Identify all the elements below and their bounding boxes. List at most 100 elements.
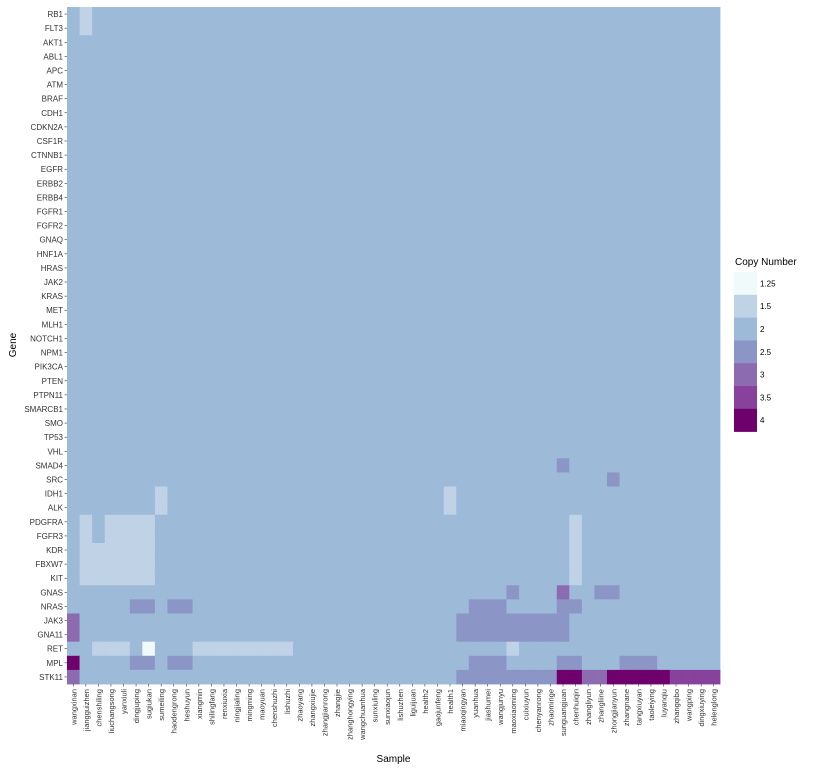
heatmap-cell — [418, 373, 432, 389]
heatmap-cell — [707, 500, 721, 516]
heatmap-cell — [117, 669, 131, 685]
heatmap-cell — [180, 416, 193, 431]
heatmap-cell — [368, 176, 382, 191]
heatmap-cell — [142, 641, 156, 657]
heatmap-cell — [242, 401, 256, 417]
heatmap-cell — [380, 585, 394, 600]
heatmap-cell — [192, 7, 206, 22]
heatmap-cell — [293, 7, 306, 22]
heatmap-cell — [682, 317, 696, 332]
heatmap-cell — [380, 77, 394, 93]
heatmap-cell — [644, 585, 658, 600]
heatmap-cell — [632, 472, 646, 487]
heatmap-cell — [343, 557, 357, 572]
heatmap-cell — [267, 21, 281, 36]
heatmap-cell — [406, 599, 420, 614]
heatmap-cell — [380, 599, 394, 614]
heatmap-cell — [418, 303, 432, 318]
heatmap-cell — [669, 345, 683, 360]
heatmap-cell — [632, 204, 646, 219]
heatmap-cell — [519, 190, 533, 205]
y-tick-label: KRAS — [41, 292, 63, 301]
x-tick-label: yanxiuli — [120, 689, 129, 714]
x-tick-label: heshuyun — [182, 689, 191, 722]
heatmap-cell — [406, 627, 420, 643]
heatmap-cell — [330, 416, 344, 431]
heatmap-cell — [443, 289, 457, 304]
heatmap-cell — [431, 35, 445, 50]
x-tick-label: liguijuan — [408, 689, 417, 717]
heatmap-cell — [431, 585, 445, 600]
heatmap-cell — [468, 486, 482, 502]
heatmap-cell — [230, 289, 244, 304]
heatmap-cell — [682, 359, 696, 375]
heatmap-cell — [104, 430, 118, 445]
legend-label: 2 — [760, 325, 765, 334]
heatmap-cell — [79, 232, 93, 248]
heatmap-cell — [242, 289, 256, 304]
heatmap-cell — [79, 204, 93, 219]
heatmap-cell — [456, 373, 470, 389]
heatmap-cell — [506, 627, 520, 643]
heatmap-cell — [129, 585, 143, 600]
heatmap-cell — [594, 416, 608, 431]
heatmap-cell — [330, 500, 344, 516]
heatmap-cell — [192, 49, 206, 64]
heatmap-cell — [657, 542, 671, 558]
heatmap-cell — [682, 331, 696, 346]
heatmap-cell — [129, 500, 143, 516]
heatmap-cell — [192, 91, 206, 107]
heatmap-cell — [129, 274, 143, 290]
heatmap-cell — [468, 500, 482, 516]
heatmap-cell — [694, 599, 708, 614]
heatmap-cell — [129, 105, 143, 121]
heatmap-cell — [293, 77, 306, 93]
heatmap-cell — [431, 655, 445, 671]
heatmap-cell — [129, 218, 143, 234]
heatmap-cell — [581, 669, 595, 685]
heatmap-cell — [79, 528, 93, 544]
heatmap-cell — [255, 444, 269, 459]
heatmap-cell — [217, 105, 231, 121]
heatmap-cell — [180, 387, 193, 403]
heatmap-cell — [217, 162, 231, 177]
heatmap-cell — [431, 345, 445, 360]
heatmap-cell — [669, 655, 683, 671]
heatmap-cell — [632, 218, 646, 234]
heatmap-cell — [468, 7, 482, 22]
heatmap-cell — [544, 486, 558, 502]
heatmap-cell — [644, 401, 658, 417]
heatmap-cell — [154, 218, 168, 234]
heatmap-cell — [368, 599, 382, 614]
heatmap-cell — [632, 444, 646, 459]
heatmap-cell — [242, 260, 256, 276]
heatmap-cell — [380, 641, 394, 657]
heatmap-cell — [531, 472, 545, 487]
heatmap-cell — [418, 458, 432, 473]
heatmap-cell — [192, 373, 206, 389]
heatmap-cell — [293, 204, 306, 219]
x-tick-label: sumeiling — [157, 689, 166, 721]
heatmap-cell — [619, 599, 633, 614]
heatmap-cell — [380, 514, 394, 530]
heatmap-cell — [556, 77, 570, 93]
heatmap-cell — [129, 430, 143, 445]
heatmap-cell — [669, 458, 683, 473]
heatmap-cell — [619, 458, 633, 473]
heatmap-cell — [569, 458, 583, 473]
heatmap-cell — [581, 571, 595, 586]
heatmap-cell — [694, 260, 708, 276]
heatmap-cell — [330, 331, 344, 346]
heatmap-cell — [79, 21, 93, 36]
heatmap-cell — [305, 627, 319, 643]
heatmap-cell — [79, 260, 93, 276]
heatmap-cell — [255, 246, 269, 262]
heatmap-cell — [129, 176, 143, 191]
heatmap-cell — [594, 542, 608, 558]
heatmap-cell — [694, 77, 708, 93]
heatmap-cell — [519, 641, 533, 657]
heatmap-cell — [406, 119, 420, 135]
heatmap-cell — [318, 472, 332, 487]
heatmap-cell — [205, 232, 219, 248]
heatmap-cell — [180, 613, 193, 628]
